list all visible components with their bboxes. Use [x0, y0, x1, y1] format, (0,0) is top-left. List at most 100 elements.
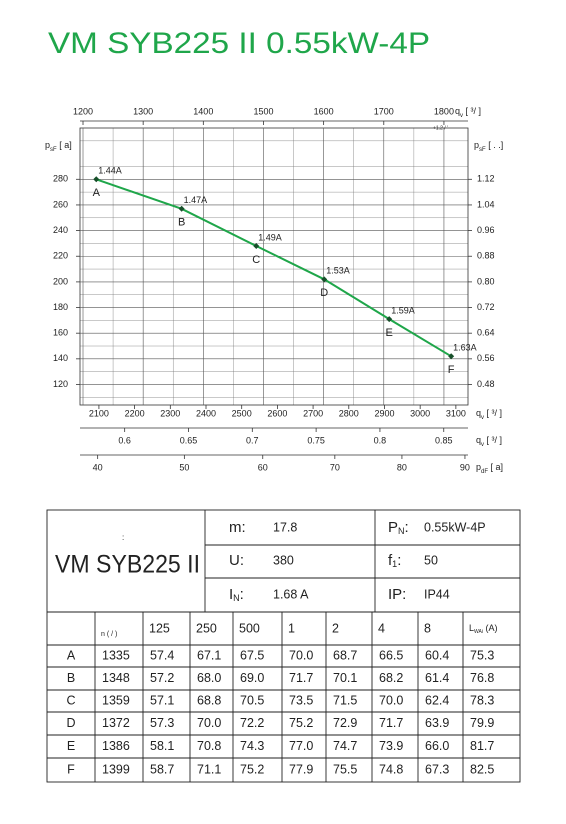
spec-value: 1.68 A [273, 587, 309, 601]
label-sub: v [460, 113, 463, 119]
spec-value: IP44 [424, 587, 450, 601]
label-main: P [388, 519, 398, 536]
axis-label: qv [ ³/ ] [476, 435, 502, 447]
table-cell: 70.1 [333, 671, 357, 685]
table-cell: 68.0 [197, 671, 221, 685]
table-cell: 79.9 [470, 716, 494, 730]
table-cell: 63.9 [425, 716, 449, 730]
table-cell: 75.2 [240, 762, 264, 776]
y-tick-label: 220 [53, 251, 68, 261]
label-unit: [ ³/ ] [484, 435, 502, 445]
plot-frame [79, 127, 469, 406]
table-cell: C [66, 693, 75, 707]
table-cell: 70.5 [240, 693, 264, 707]
x-tick-label: 2900 [374, 408, 394, 418]
table-cell: F [67, 762, 75, 776]
axis-label: pdF [ a] [476, 462, 503, 474]
table-cell: 81.7 [470, 739, 494, 753]
table-cell: 69.0 [240, 671, 264, 685]
table-cell: 57.3 [150, 716, 174, 730]
table-cell: 74.8 [379, 762, 403, 776]
x-tick-label: 0.65 [180, 435, 198, 445]
x-tick-label: 1200 [73, 106, 93, 116]
x-tick-label: 0.85 [435, 435, 453, 445]
x-tick-label: 0.8 [374, 435, 387, 445]
table-cell: 70.0 [379, 693, 403, 707]
operating-point [386, 316, 393, 323]
operating-point [321, 276, 328, 283]
axis-label: psF [ a] [45, 140, 72, 152]
label-main: p [476, 462, 481, 472]
x-tick-label: 2600 [267, 408, 287, 418]
x-tick-label: 3000 [410, 408, 430, 418]
table-cell: 75.5 [333, 762, 357, 776]
y2-tick-label: 0.64 [477, 328, 495, 338]
page-title: VM SYB225 II 0.55kW-4P [48, 27, 430, 60]
label-sub: N [233, 593, 240, 603]
label-after: : [405, 519, 409, 536]
y-tick-label: 180 [53, 302, 68, 312]
table-cell: 75.3 [470, 648, 494, 662]
table-cell: 66.0 [425, 739, 449, 753]
table-cell: 70.0 [289, 648, 313, 662]
table-cell: 77.0 [289, 739, 313, 753]
label-main: q [476, 435, 481, 445]
label-main: q [455, 106, 460, 116]
y-tick-label: 200 [53, 276, 68, 286]
x-tick-label: 0.75 [307, 435, 325, 445]
label-after: (A) [483, 623, 498, 633]
table-cell: 60.4 [425, 648, 449, 662]
spec-value: 17.8 [273, 520, 297, 534]
model-name: VM SYB225 II [55, 551, 200, 579]
point-label: C [252, 254, 260, 266]
table-cell: 57.1 [150, 693, 174, 707]
label-unit: [ ³/ ] [484, 408, 502, 418]
table-cell: 72.9 [333, 716, 357, 730]
y-tick-label: 240 [53, 225, 68, 235]
y-tick-label: 140 [53, 353, 68, 363]
table-cell: B [67, 671, 75, 685]
point-label: E [386, 327, 393, 339]
table-cell: 68.8 [197, 693, 221, 707]
table-cell: 68.2 [379, 671, 403, 685]
axis-label: qv [ ³/ ] [476, 408, 502, 420]
y-tick-label: 260 [53, 199, 68, 209]
y2-tick-label: 0.96 [477, 225, 495, 235]
label-unit: [ a] [488, 462, 503, 472]
x-tick-label: 1800 [434, 106, 454, 116]
table-cell: 1372 [102, 716, 130, 730]
label-unit: [ a] [57, 140, 72, 150]
y2-tick-label: 0.80 [477, 276, 495, 286]
y2-tick-label: 0.88 [477, 251, 495, 261]
x-tick-label: 80 [397, 462, 407, 472]
spec-label: U: [229, 552, 244, 569]
label-main: U: [229, 552, 244, 569]
x-tick-label: 2400 [196, 408, 216, 418]
table-cell: 72.2 [240, 716, 264, 730]
table-cell: 73.9 [379, 739, 403, 753]
label-main: L [469, 623, 474, 633]
table-cell: 82.5 [470, 762, 494, 776]
point-label: F [448, 364, 455, 376]
spec-label: IP: [388, 586, 406, 603]
table-cell: 1348 [102, 671, 130, 685]
table-cell: 74.3 [240, 739, 264, 753]
table-header: 125 [149, 621, 170, 635]
x-tick-label: 0.6 [118, 435, 131, 445]
table-frame [46, 509, 521, 783]
label-main: p [45, 140, 50, 150]
spec-label: f1: [388, 552, 401, 569]
table-header: 2 [332, 621, 339, 635]
table-cell: E [67, 739, 75, 753]
spec-label: m: [229, 519, 246, 536]
label-main: f [388, 552, 393, 569]
point-label: D [320, 287, 328, 299]
label-sub: v [481, 415, 484, 421]
y-tick-label: 280 [53, 174, 68, 184]
operating-point [253, 242, 260, 249]
x-tick-label: 2500 [232, 408, 252, 418]
label-sub: sF [50, 147, 57, 153]
fan-curve [95, 178, 452, 358]
label-sub: dF [481, 469, 488, 475]
